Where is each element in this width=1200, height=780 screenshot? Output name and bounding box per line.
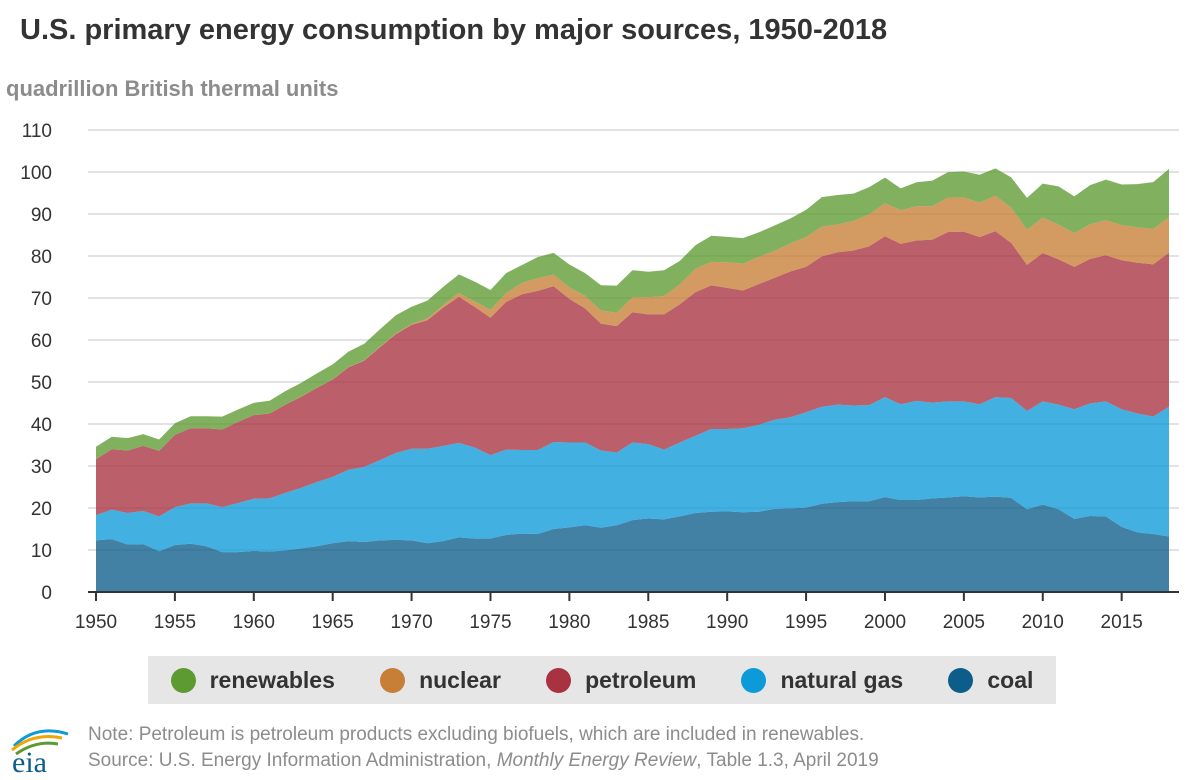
y-tick-label-20: 20	[31, 499, 52, 520]
x-tick-label-1985: 1985	[627, 612, 669, 633]
x-tick-label-1970: 1970	[390, 612, 432, 633]
y-tick-label-30: 30	[31, 457, 52, 478]
legend-item-petroleum[interactable]: petroleum	[546, 667, 696, 694]
eia-logo-icon: eia	[11, 729, 69, 776]
footnote: Note: Petroleum is petroleum products ex…	[88, 722, 879, 774]
renewables-swatch-icon	[170, 667, 196, 693]
y-tick-label-40: 40	[31, 415, 52, 436]
source-prefix: Source: U.S. Energy Information Administ…	[88, 750, 497, 771]
area-series	[96, 168, 1169, 592]
y-tick-label-70: 70	[31, 289, 52, 310]
x-tick-label-1990: 1990	[706, 612, 748, 633]
nuclear-swatch-icon	[380, 667, 406, 693]
y-tick-label-0: 0	[41, 583, 52, 604]
legend-item-natural-gas[interactable]: natural gas	[741, 667, 903, 694]
stacked-area-chart: 0 10 20 30 40 50 60 70 80 90 100 110 1950 1955 1960 196…	[20, 121, 1179, 633]
x-tick-label-2005: 2005	[943, 612, 985, 633]
axes: 0 10 20 30 40 50 60 70 80 90 100 110 1950 1955 1960 196…	[20, 121, 1179, 633]
legend-label-nuclear: nuclear	[419, 666, 501, 693]
legend-label-renewables: renewables	[209, 666, 335, 693]
x-tick-label-1955: 1955	[154, 612, 196, 633]
legend-label-coal: coal	[987, 666, 1034, 693]
y-tick-label-110: 110	[22, 121, 52, 142]
chart-title: U.S. primary energy consumption by major…	[20, 14, 888, 46]
x-tick-label-2000: 2000	[864, 612, 906, 633]
y-tick-label-50: 50	[31, 373, 52, 394]
x-tick-label-1980: 1980	[548, 612, 590, 633]
x-tick-label-1995: 1995	[785, 612, 827, 633]
y-tick-label-10: 10	[31, 541, 52, 562]
x-tick-label-2010: 2010	[1022, 612, 1064, 633]
legend-item-coal[interactable]: coal	[948, 667, 1033, 694]
petroleum-swatch-icon	[546, 667, 572, 693]
x-tick-label-1975: 1975	[469, 612, 511, 633]
y-axis-unit-label: quadrillion British thermal units	[6, 76, 339, 101]
area-petroleum	[96, 231, 1169, 517]
legend-item-nuclear[interactable]: nuclear	[380, 667, 501, 694]
x-tick-label-2015: 2015	[1101, 612, 1143, 633]
area-natural-gas	[96, 397, 1169, 553]
legend-label-natural-gas: natural gas	[780, 666, 904, 693]
natural-gas-swatch-icon	[741, 667, 767, 693]
eia-logo-text: eia	[12, 746, 47, 776]
coal-swatch-icon	[948, 667, 974, 693]
y-tick-label-60: 60	[31, 331, 52, 352]
area-coal	[96, 496, 1169, 592]
note-text: Note: Petroleum is petroleum products ex…	[88, 724, 865, 745]
legend-label-petroleum: petroleum	[585, 666, 697, 693]
y-tick-label-80: 80	[31, 247, 52, 268]
x-tick-label-1965: 1965	[312, 612, 354, 633]
x-tick-label-1960: 1960	[233, 612, 275, 633]
y-tick-label-90: 90	[31, 205, 52, 226]
source-text: Source: U.S. Energy Information Administ…	[88, 748, 879, 774]
x-tick-label-1950: 1950	[75, 612, 117, 633]
source-title: Monthly Energy Review	[496, 750, 697, 771]
area-renewables	[96, 168, 1169, 460]
source-suffix: , Table 1.3, April 2019	[696, 750, 879, 771]
legend-item-renewables[interactable]: renewables	[170, 666, 335, 694]
y-tick-label-100: 100	[20, 163, 52, 184]
legend: renewables nuclear petroleum natural gas…	[148, 656, 1056, 704]
